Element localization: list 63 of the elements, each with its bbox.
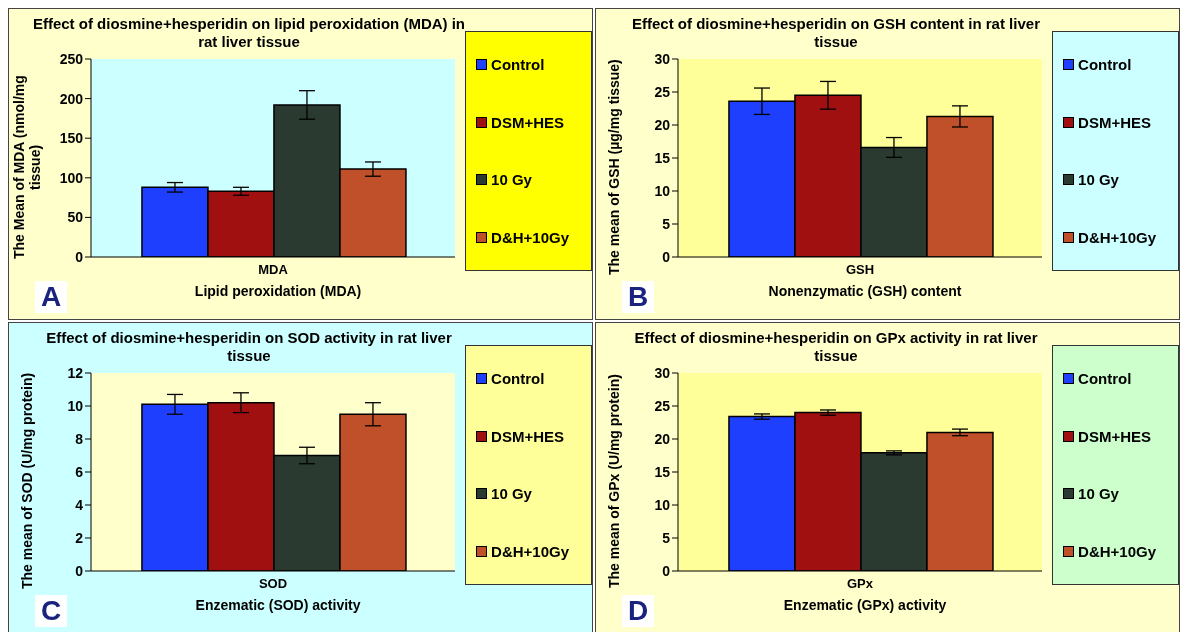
text: D <box>622 595 655 627</box>
legend-label: DSM+HES <box>491 427 564 445</box>
legend-label: DSM+HES <box>1078 113 1151 131</box>
x-axis-title: Enzematic (SOD) activity <box>194 597 362 613</box>
legend-label: Control <box>491 370 545 388</box>
y-tick-label: 4 <box>75 496 84 513</box>
x-tick-label: GSH <box>845 262 875 278</box>
legend-label: D&H+10Gy <box>491 228 570 246</box>
y-axis-title: The mean of GPx (U/mg protein) <box>606 373 623 590</box>
chart-title: Effect of diosmine+hesperidin on GPx activity in rat liver tissue <box>633 329 1039 365</box>
text: C <box>35 595 68 627</box>
legend-label: 10 Gy <box>491 171 532 189</box>
y-tick-label: 30 <box>654 364 671 381</box>
y-axis-title: The mean of SOD (U/mg protein) <box>19 371 36 592</box>
y-tick-label: 5 <box>662 215 671 232</box>
chart-title: Effect of diosmine+hesperidin on SOD activity in rat liver tissue <box>45 329 453 365</box>
x-tick-label: SOD <box>258 576 288 592</box>
y-tick-label: 0 <box>75 248 84 265</box>
y-tick-label: 15 <box>654 149 671 166</box>
chart-title: Effect of diosmine+hesperidin on lipid peroxidation (MDA) in rat liver tissue <box>31 15 467 51</box>
y-tick-label: 6 <box>75 463 84 480</box>
y-tick-label: 20 <box>654 430 671 447</box>
text: A <box>35 281 68 313</box>
y-tick-label: 12 <box>67 364 84 381</box>
y-tick-label: 10 <box>654 496 671 513</box>
y-tick-label: 200 <box>59 90 84 107</box>
y-axis-title: The Mean of MDA (nmol/mg tissue) <box>11 75 44 259</box>
y-tick-label: 100 <box>59 169 84 186</box>
y-tick-label: 5 <box>662 529 671 546</box>
legend-label: DSM+HES <box>1078 427 1151 445</box>
y-tick-label: 25 <box>654 397 671 414</box>
y-tick-label: 25 <box>654 83 671 100</box>
x-axis-title: Enzematic (GPx) activity <box>782 597 948 613</box>
text: B <box>622 281 655 313</box>
legend-label: 10 Gy <box>1078 171 1119 189</box>
y-tick-label: 15 <box>654 463 671 480</box>
legend-label: Control <box>1078 56 1132 74</box>
legend-label: Control <box>491 56 545 74</box>
y-tick-label: 150 <box>59 130 84 147</box>
y-tick-label: 10 <box>654 182 671 199</box>
x-axis-title: Lipid peroxidation (MDA) <box>193 283 363 299</box>
y-tick-label: 0 <box>662 248 671 265</box>
chart-title: Effect of diosmine+hesperidin on GSH content in rat liver tissue <box>631 15 1041 51</box>
y-tick-label: 30 <box>654 50 671 67</box>
y-tick-label: 0 <box>75 562 84 579</box>
legend-label: D&H+10Gy <box>1078 228 1157 246</box>
y-tick-label: 8 <box>75 430 84 447</box>
legend-label: DSM+HES <box>491 113 564 131</box>
x-tick-label: MDA <box>258 262 289 278</box>
y-tick-label: 10 <box>67 397 84 414</box>
legend-label: 10 Gy <box>1078 485 1119 503</box>
y-tick-label: 50 <box>67 209 84 226</box>
legend-label: D&H+10Gy <box>1078 542 1157 560</box>
y-axis-title: The mean of GSH (µg/mg tissue) <box>606 58 623 277</box>
legend-label: 10 Gy <box>491 485 532 503</box>
y-tick-label: 2 <box>75 529 84 546</box>
legend-label: D&H+10Gy <box>491 542 570 560</box>
y-tick-label: 0 <box>662 562 671 579</box>
x-axis-title: Nonenzymatic (GSH) content <box>767 283 963 299</box>
legend-label: Control <box>1078 370 1132 388</box>
y-tick-label: 20 <box>654 116 671 133</box>
y-tick-label: 250 <box>59 50 84 67</box>
x-tick-label: GPx <box>847 576 874 592</box>
